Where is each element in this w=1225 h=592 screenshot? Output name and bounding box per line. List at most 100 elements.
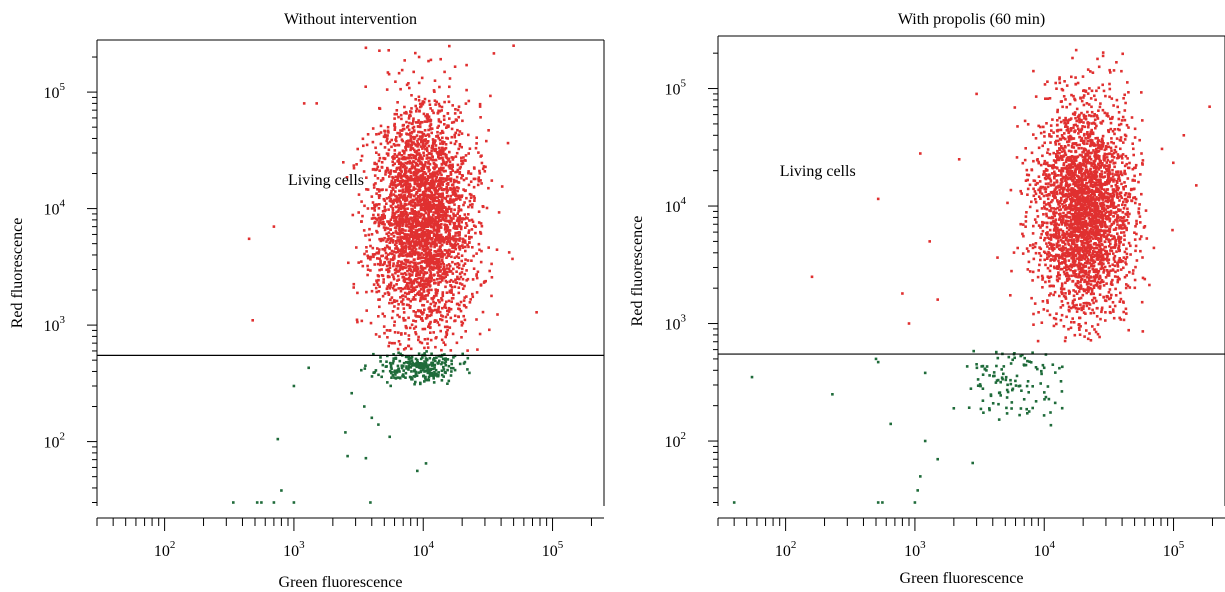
data-point — [413, 182, 417, 186]
data-point — [426, 342, 429, 345]
data-point — [432, 196, 435, 200]
data-point — [408, 278, 411, 281]
data-point — [424, 252, 428, 256]
data-point — [394, 194, 397, 198]
data-point — [447, 207, 451, 210]
data-point — [1064, 336, 1067, 339]
data-point — [373, 253, 377, 256]
data-point — [431, 186, 435, 190]
data-point — [414, 288, 417, 291]
data-point — [419, 233, 423, 236]
data-point — [388, 361, 392, 365]
data-point — [395, 220, 398, 223]
data-point — [432, 278, 436, 282]
data-point — [410, 165, 414, 169]
data-point — [1122, 200, 1125, 204]
data-point — [394, 377, 398, 380]
data-point — [471, 246, 474, 249]
data-point — [377, 373, 380, 377]
data-point — [1115, 188, 1119, 192]
data-point — [450, 127, 454, 131]
data-point — [1048, 134, 1051, 138]
data-point — [1093, 118, 1097, 122]
data-point — [475, 136, 478, 139]
data-point — [461, 119, 464, 123]
data-point — [352, 286, 355, 289]
y-tick-label: 103 — [44, 314, 66, 335]
data-point — [393, 112, 397, 116]
chart-title: With propolis (60 min) — [898, 11, 1045, 28]
data-point — [1119, 171, 1123, 175]
data-point — [442, 238, 446, 242]
data-point — [450, 297, 454, 300]
data-point — [415, 265, 418, 268]
data-point — [442, 114, 446, 118]
data-point — [409, 139, 413, 143]
data-point — [427, 203, 430, 207]
data-point — [1131, 167, 1135, 171]
data-point — [435, 250, 438, 254]
data-point — [1089, 276, 1093, 279]
y-tick-label: 104 — [44, 198, 66, 219]
data-point — [391, 207, 394, 210]
data-point — [426, 219, 430, 222]
data-point — [1095, 315, 1099, 318]
data-point — [370, 416, 374, 420]
data-point — [417, 254, 420, 258]
data-point — [479, 179, 482, 182]
data-point — [420, 76, 424, 80]
data-point — [1107, 129, 1110, 132]
data-point — [441, 192, 444, 195]
data-point — [1085, 132, 1089, 136]
data-point — [399, 129, 402, 132]
data-point — [378, 335, 381, 338]
data-point — [417, 55, 421, 59]
data-point — [449, 316, 453, 320]
data-point — [447, 229, 450, 232]
data-point — [1048, 204, 1052, 208]
data-point — [1043, 258, 1046, 262]
data-point — [1055, 226, 1059, 230]
data-point — [428, 266, 432, 269]
data-point — [399, 229, 403, 232]
data-point — [410, 377, 413, 380]
data-point — [456, 168, 460, 172]
data-point — [446, 175, 449, 178]
data-point — [1053, 191, 1056, 195]
data-point — [1109, 205, 1112, 208]
data-point — [430, 288, 433, 292]
data-point — [1114, 183, 1118, 187]
data-point — [389, 192, 393, 195]
data-point — [379, 239, 383, 243]
data-point — [471, 292, 474, 296]
data-point — [431, 198, 434, 202]
data-point — [365, 309, 368, 312]
data-point — [412, 194, 416, 197]
data-point — [423, 369, 427, 373]
data-point — [1088, 169, 1092, 172]
data-point — [1048, 133, 1051, 136]
data-point — [432, 171, 435, 174]
data-point — [411, 154, 415, 157]
data-point — [430, 362, 433, 365]
data-point — [407, 357, 411, 361]
data-point — [1059, 120, 1063, 124]
data-point — [439, 233, 443, 237]
data-point — [431, 259, 435, 262]
data-point — [423, 204, 427, 208]
data-point — [426, 229, 430, 233]
data-point — [420, 182, 423, 186]
data-point — [1118, 199, 1121, 202]
data-point — [452, 178, 456, 182]
data-point — [388, 175, 391, 178]
data-point — [460, 195, 463, 199]
data-point — [1102, 248, 1105, 251]
data-point — [444, 146, 448, 150]
data-point — [417, 335, 420, 339]
data-point — [422, 145, 425, 149]
data-point — [350, 391, 353, 395]
data-point — [1083, 215, 1087, 219]
data-point — [419, 145, 423, 148]
data-point — [400, 154, 404, 157]
